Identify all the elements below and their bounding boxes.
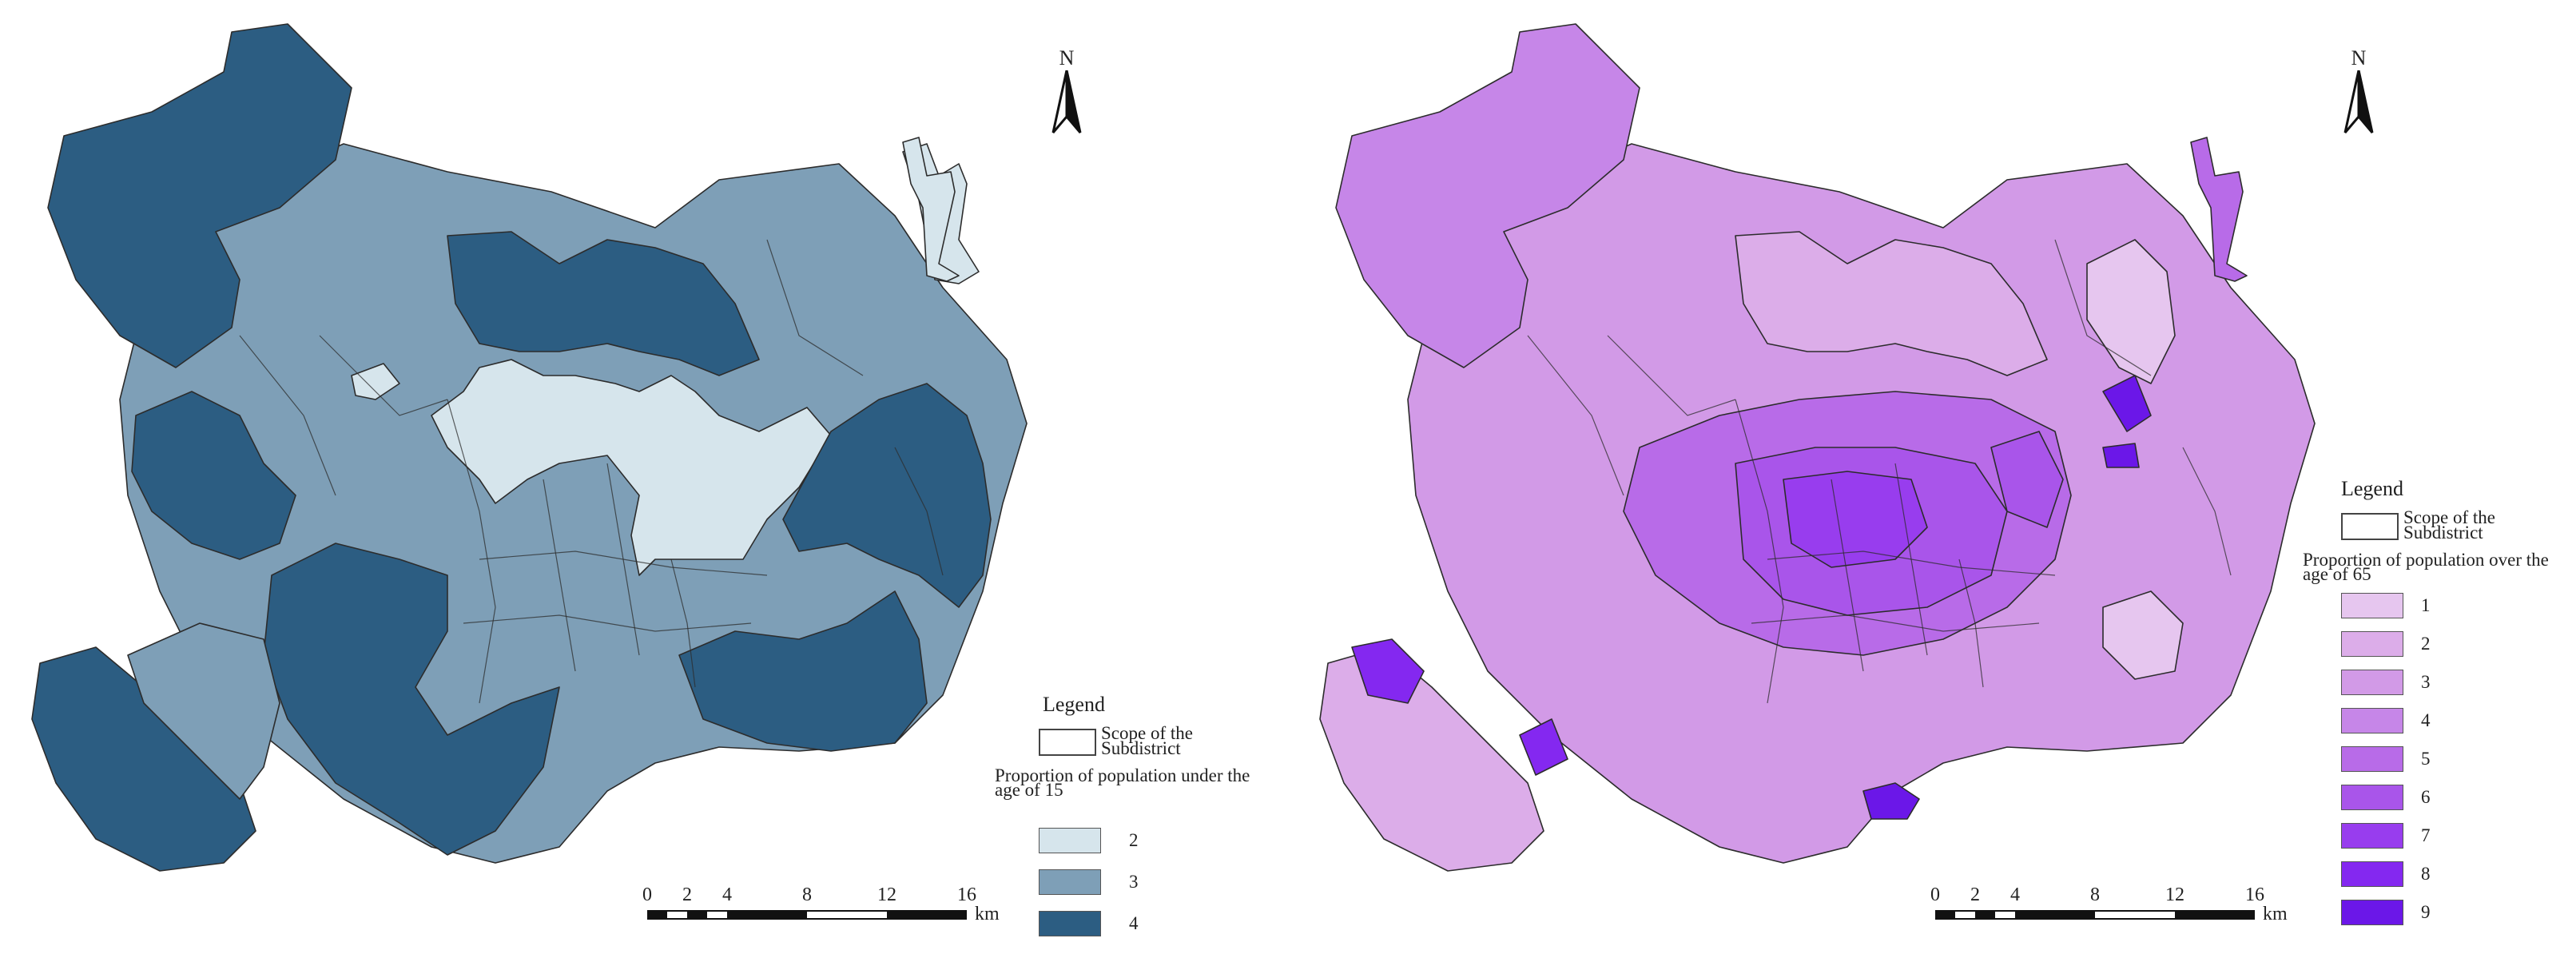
legend-swatch xyxy=(2341,861,2403,887)
scale-tick-label: 2 xyxy=(682,885,692,904)
north-label: N xyxy=(1039,48,1095,69)
north-arrow-icon xyxy=(2339,70,2379,134)
legend-swatch xyxy=(2341,593,2403,618)
scale-tick-label: 16 xyxy=(957,885,976,904)
scale-tick-label: 4 xyxy=(2010,885,2020,904)
legend-class-label: 3 xyxy=(1129,873,1139,892)
legend-swatch xyxy=(2341,823,2403,849)
proportion-label: Proportion of population over the age of… xyxy=(2303,553,2566,582)
scale-bar-graphic xyxy=(647,908,967,922)
subdistrict-scope-swatch xyxy=(1039,729,1096,756)
north-arrow-icon xyxy=(1047,70,1087,134)
subdistrict-scope-label: Scope of the Subdistrict xyxy=(1101,725,1237,756)
legend-swatch xyxy=(2341,708,2403,733)
legend-class-label: 2 xyxy=(2421,634,2431,654)
legend-class-label: 4 xyxy=(2421,711,2431,730)
legend-swatch xyxy=(2341,631,2403,657)
subdistrict-scope-swatch xyxy=(2341,513,2399,540)
legend-under-15: Legend Scope of the Subdistrict Proporti… xyxy=(995,695,1282,951)
legend-class-label: 3 xyxy=(2421,673,2431,692)
scale-unit: km xyxy=(975,904,1000,924)
legend-class-label: 5 xyxy=(2421,749,2431,769)
north-arrow: N xyxy=(2331,48,2387,136)
scale-tick-label: 16 xyxy=(2245,885,2264,904)
legend-class-label: 6 xyxy=(2421,788,2431,807)
map-region-class-9 xyxy=(2103,443,2139,467)
legend-title: Legend xyxy=(1043,695,1105,714)
map-panel-over-65: N Legend Scope of the Subdistrict Propor… xyxy=(1288,0,2576,966)
legend-swatch xyxy=(2341,746,2403,772)
proportion-label: Proportion of population under the age o… xyxy=(995,769,1258,797)
legend-class-label: 7 xyxy=(2421,826,2431,845)
legend-title: Legend xyxy=(2341,479,2403,499)
legend-over-65: Legend Scope of the Subdistrict Proporti… xyxy=(2303,479,2574,943)
scale-unit: km xyxy=(2263,904,2288,924)
north-arrow: N xyxy=(1039,48,1095,136)
map-region-class-9 xyxy=(1863,783,1919,819)
scale-tick-label: 8 xyxy=(2090,885,2100,904)
legend-swatch xyxy=(1039,828,1101,853)
legend-swatch xyxy=(2341,785,2403,810)
scale-tick-label: 0 xyxy=(1930,885,1940,904)
legend-class-label: 8 xyxy=(2421,865,2431,884)
scale-tick-label: 2 xyxy=(1970,885,1980,904)
scale-bar: 0 2 4 8 12 16 km xyxy=(647,885,999,933)
legend-class-label: 4 xyxy=(1129,914,1139,933)
legend-swatch xyxy=(2341,900,2403,925)
scale-tick-label: 12 xyxy=(877,885,896,904)
legend-class-label: 2 xyxy=(1129,831,1139,850)
scale-tick-label: 4 xyxy=(722,885,732,904)
legend-swatch xyxy=(1039,869,1101,895)
scale-tick-label: 8 xyxy=(802,885,812,904)
legend-class-label: 1 xyxy=(2421,596,2431,615)
scale-tick-label: 12 xyxy=(2165,885,2184,904)
subdistrict-scope-label: Scope of the Subdistrict xyxy=(2403,510,2539,540)
scale-bar: 0 2 4 8 12 16 km xyxy=(1935,885,2287,933)
north-label: N xyxy=(2331,48,2387,69)
legend-class-label: 9 xyxy=(2421,903,2431,922)
legend-swatch xyxy=(2341,670,2403,695)
scale-tick-label: 0 xyxy=(642,885,652,904)
map-panel-under-15: N Legend Scope of the Subdistrict Propor… xyxy=(0,0,1288,966)
scale-bar-graphic xyxy=(1935,908,2255,922)
legend-swatch xyxy=(1039,911,1101,936)
